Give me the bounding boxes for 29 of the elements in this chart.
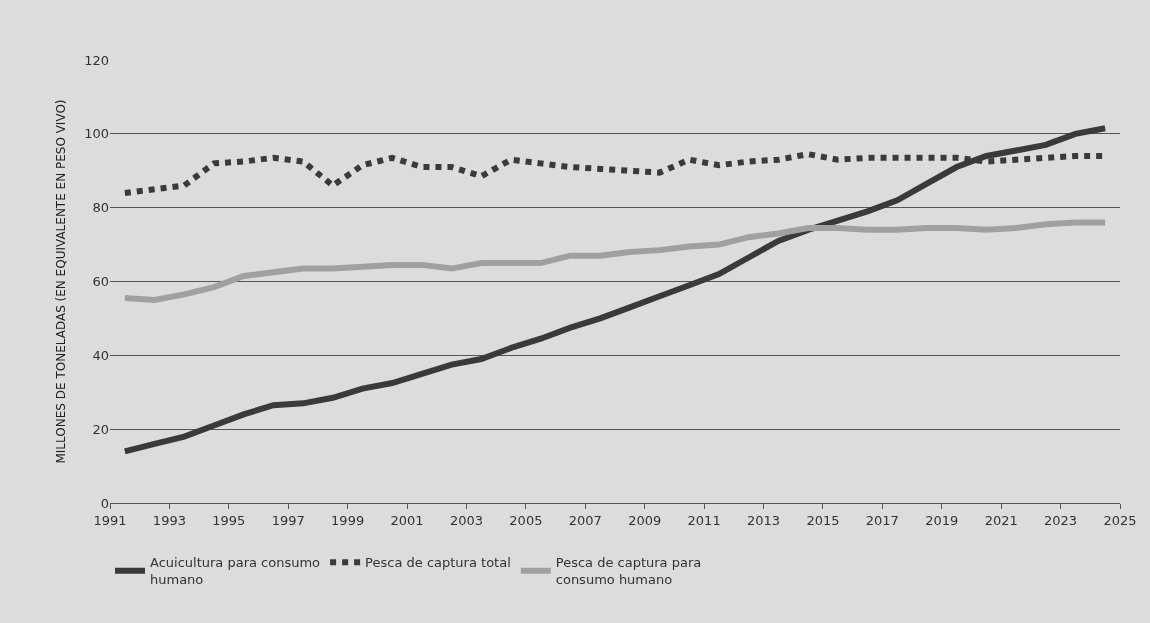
x-tick-label: 2007 bbox=[568, 512, 602, 528]
x-tick-label: 2025 bbox=[1103, 512, 1137, 528]
x-tick-label: 1991 bbox=[93, 512, 127, 528]
y-tick-label: 100 bbox=[84, 126, 109, 142]
y-tick-label: 60 bbox=[92, 274, 109, 290]
x-tick-label: 2017 bbox=[865, 512, 899, 528]
x-tick-label: 1999 bbox=[331, 512, 365, 528]
legend-label: Acuicultura para consumo humano bbox=[150, 555, 321, 588]
legend-label: Pesca de captura para consumo humano bbox=[555, 555, 702, 588]
x-tick-label: 1995 bbox=[212, 512, 246, 528]
y-tick-label: 20 bbox=[92, 421, 109, 437]
legend-label: Pesca de captura total bbox=[365, 555, 511, 571]
x-tick-label: 2009 bbox=[628, 512, 662, 528]
x-tick-label: 2013 bbox=[746, 512, 781, 528]
x-tick-label: 1993 bbox=[152, 512, 186, 528]
x-tick-label: 2023 bbox=[1044, 512, 1078, 528]
y-tick-label: 0 bbox=[100, 495, 109, 511]
y-tick-label: 120 bbox=[84, 52, 109, 68]
x-tick-label: 2001 bbox=[390, 512, 424, 528]
x-tick-label: 2015 bbox=[806, 512, 840, 528]
x-tick-label: 2003 bbox=[449, 512, 484, 528]
y-tick-label: 40 bbox=[92, 347, 109, 363]
x-tick-label: 2021 bbox=[984, 512, 1018, 528]
x-tick-label: 1997 bbox=[271, 512, 305, 528]
y-tick-label: 80 bbox=[92, 200, 109, 216]
y-axis-title: MILLONES DE TONELADAS (EN EQUIVALENTE EN PESO VIVO) bbox=[54, 99, 69, 464]
x-tick-label: 2005 bbox=[509, 512, 543, 528]
x-tick-label: 2019 bbox=[925, 512, 959, 528]
x-tick-label: 2011 bbox=[687, 512, 721, 528]
